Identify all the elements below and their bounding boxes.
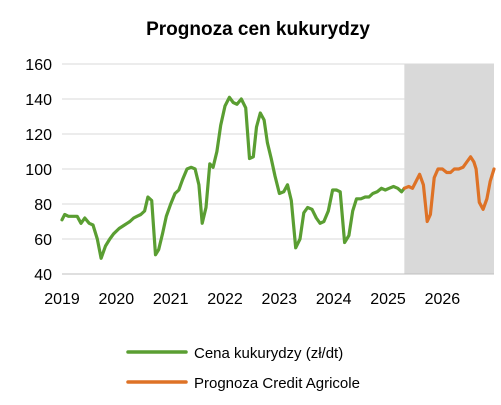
y-tick-label: 40 — [34, 267, 52, 284]
x-tick-label: 2023 — [262, 291, 298, 308]
legend-label-1: Cena kukurydzy (zł/dt) — [194, 345, 343, 362]
series-layer — [60, 95, 496, 260]
x-tick-label: 2025 — [370, 291, 406, 308]
x-tick-label: 2020 — [99, 291, 135, 308]
y-tick-label: 160 — [25, 57, 52, 74]
x-tick-label: 2021 — [153, 291, 189, 308]
y-tick-label: 80 — [34, 197, 52, 214]
chart-title: Prognoza cen kukurydzy — [146, 19, 370, 40]
x-tick-label: 2024 — [316, 291, 352, 308]
axes: 40 60 80 100 120 140 160 2019 2020 2021 2022 2023 20… — [25, 57, 494, 308]
legend: Cena kukurydzy (zł/dt) Prognoza Credit Ag… — [126, 345, 360, 392]
y-tick-label: 120 — [25, 127, 52, 144]
y-tick-label: 140 — [25, 92, 52, 109]
series-line-2 — [402, 155, 496, 224]
series-line-1 — [60, 95, 406, 260]
x-tick-label: 2026 — [425, 291, 461, 308]
y-tick-label: 100 — [25, 162, 52, 179]
legend-label-2: Prognoza Credit Agricole — [194, 375, 360, 392]
y-tick-label: 60 — [34, 232, 52, 249]
x-tick-label: 2019 — [44, 291, 80, 308]
x-tick-label: 2022 — [207, 291, 243, 308]
